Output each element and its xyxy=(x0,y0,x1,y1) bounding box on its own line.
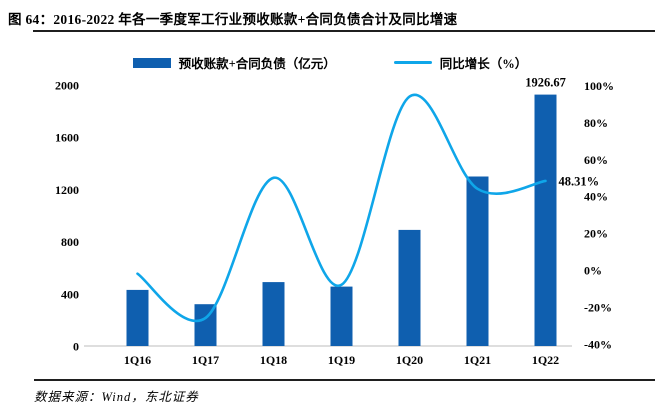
bar-1Q22 xyxy=(534,94,557,346)
bar-series-label: 预收账款+合同负债（亿元） xyxy=(178,57,336,71)
bar-1Q16 xyxy=(126,289,149,346)
x-axis-label: 1Q19 xyxy=(328,353,355,367)
bar-series-swatch-icon xyxy=(132,57,171,68)
bar-1Q21 xyxy=(466,176,489,346)
right-axis-tick: 0% xyxy=(584,264,602,278)
bar-1Q18 xyxy=(262,282,285,346)
x-axis-label: 1Q22 xyxy=(532,353,559,367)
left-axis-tick: 400 xyxy=(61,287,79,301)
left-axis-tick: 800 xyxy=(61,235,79,249)
left-axis-tick: 1200 xyxy=(55,183,79,197)
bar-1Q19 xyxy=(330,286,353,346)
x-axis-label: 1Q18 xyxy=(260,353,287,367)
left-axis-tick: 0 xyxy=(73,340,79,354)
left-axis-tick: 1600 xyxy=(55,131,79,145)
bar-value-label: 1926.67 xyxy=(525,76,566,90)
line-series-label: 同比增长（%） xyxy=(439,57,528,71)
right-axis-tick: 100% xyxy=(584,79,614,93)
right-axis-tick: 20% xyxy=(584,227,608,241)
bar-1Q17 xyxy=(194,304,217,346)
left-axis-tick: 2000 xyxy=(55,79,79,93)
figure-title: 图 64：2016-2022 年各一季度军工行业预收账款+合同负债合计及同比增速 xyxy=(8,12,458,27)
chart-legend: 预收账款+合同负债（亿元） 同比增长（%） xyxy=(0,53,660,72)
title-rule xyxy=(33,30,655,32)
right-axis-tick: 40% xyxy=(584,190,608,204)
right-axis-tick: -20% xyxy=(584,300,612,314)
bar-1Q20 xyxy=(398,229,421,346)
data-source: 数据来源：Wind，东北证券 xyxy=(34,390,199,404)
yoy-line xyxy=(136,93,547,323)
right-axis-tick: -40% xyxy=(584,337,612,351)
x-axis-label: 1Q16 xyxy=(124,353,151,367)
combo-chart: 0 400 800 1200 1600 2000 100% 80% 60% 40% 20% 0% -20… xyxy=(55,76,614,367)
line-series-swatch-icon xyxy=(393,61,432,64)
line-value-label: 48.31% xyxy=(559,174,600,188)
x-axis-label: 1Q17 xyxy=(192,353,219,367)
right-axis-tick: 80% xyxy=(584,116,608,130)
x-axis-label: 1Q20 xyxy=(396,353,423,367)
footer-rule xyxy=(34,379,655,381)
x-axis-label: 1Q21 xyxy=(464,353,491,367)
right-axis-tick: 60% xyxy=(584,153,608,167)
